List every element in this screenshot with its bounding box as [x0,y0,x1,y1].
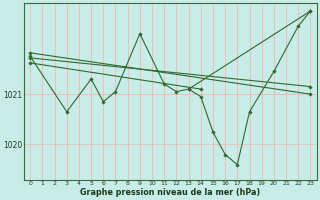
X-axis label: Graphe pression niveau de la mer (hPa): Graphe pression niveau de la mer (hPa) [80,188,260,197]
